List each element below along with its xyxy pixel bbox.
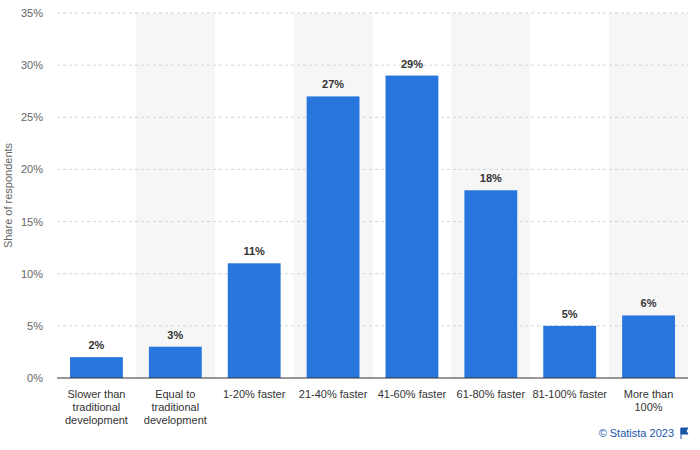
x-tick-line: 1-20% faster xyxy=(223,388,286,400)
flag-icon xyxy=(681,428,688,439)
x-tick-line: 81-100% faster xyxy=(532,388,607,400)
x-tick-label: 41-60% faster xyxy=(378,388,447,400)
x-tick-line: traditional xyxy=(151,401,199,413)
grid-line xyxy=(57,65,688,66)
y-tick-label: 15% xyxy=(21,216,43,228)
source: © Statista 2023 xyxy=(599,427,674,439)
bar xyxy=(70,357,123,378)
band-shade xyxy=(294,13,373,378)
bar xyxy=(386,76,439,378)
data-label: 3% xyxy=(167,329,183,341)
x-tick-line: 21-40% faster xyxy=(299,388,368,400)
y-tick-label: 0% xyxy=(27,372,43,384)
data-label: 2% xyxy=(88,339,104,351)
band-shade xyxy=(609,13,688,378)
data-label: 29% xyxy=(401,58,423,70)
y-tick-label: 35% xyxy=(21,7,43,19)
bar xyxy=(622,315,675,378)
bar xyxy=(307,96,360,378)
x-tick-line: traditional xyxy=(73,401,121,413)
x-tick-label: 1-20% faster xyxy=(223,388,286,400)
y-tick-label: 20% xyxy=(21,163,43,175)
x-tick-line: 100% xyxy=(634,401,662,413)
bar xyxy=(228,263,281,378)
data-label: 5% xyxy=(562,308,578,320)
x-tick-label: 81-100% faster xyxy=(532,388,607,400)
grid-line xyxy=(57,169,688,170)
chart: 0% 5% 10% 15% 20% 25% 30% 35% Share of responden… xyxy=(0,0,700,450)
y-tick-label: 5% xyxy=(27,320,43,332)
x-tick-label: Equal totraditionaldevelopment xyxy=(144,388,207,426)
grid-line xyxy=(57,273,688,274)
x-axis-line xyxy=(57,378,688,379)
bar xyxy=(464,190,517,378)
bars xyxy=(70,76,675,378)
x-tick-line: More than xyxy=(624,388,674,400)
bar xyxy=(543,326,596,378)
x-tick-line: 41-60% faster xyxy=(378,388,447,400)
data-label: 11% xyxy=(243,245,265,257)
x-tick-line: Equal to xyxy=(155,388,195,400)
x-tick-line: development xyxy=(144,414,207,426)
x-tick-line: Slower than xyxy=(67,388,125,400)
x-tick-label: 61-80% faster xyxy=(457,388,526,400)
grid-line xyxy=(57,13,688,14)
x-tick-label: Slower thantraditionaldevelopment xyxy=(65,388,128,426)
data-label: 6% xyxy=(641,297,657,309)
bar xyxy=(149,347,202,378)
x-tick-label: More than100% xyxy=(624,388,674,413)
y-tick-label: 25% xyxy=(21,111,43,123)
band-shade xyxy=(136,13,215,378)
band-shade xyxy=(451,13,530,378)
data-label: 18% xyxy=(480,172,502,184)
y-axis-title: Share of respondents xyxy=(2,142,14,248)
grid-line xyxy=(57,221,688,222)
x-tick-line: 61-80% faster xyxy=(457,388,526,400)
x-tick-label: 21-40% faster xyxy=(299,388,368,400)
grid-line xyxy=(57,117,688,118)
x-tick-line: development xyxy=(65,414,128,426)
y-tick-label: 10% xyxy=(21,268,43,280)
y-tick-label: 30% xyxy=(21,59,43,71)
data-label: 27% xyxy=(322,78,344,90)
